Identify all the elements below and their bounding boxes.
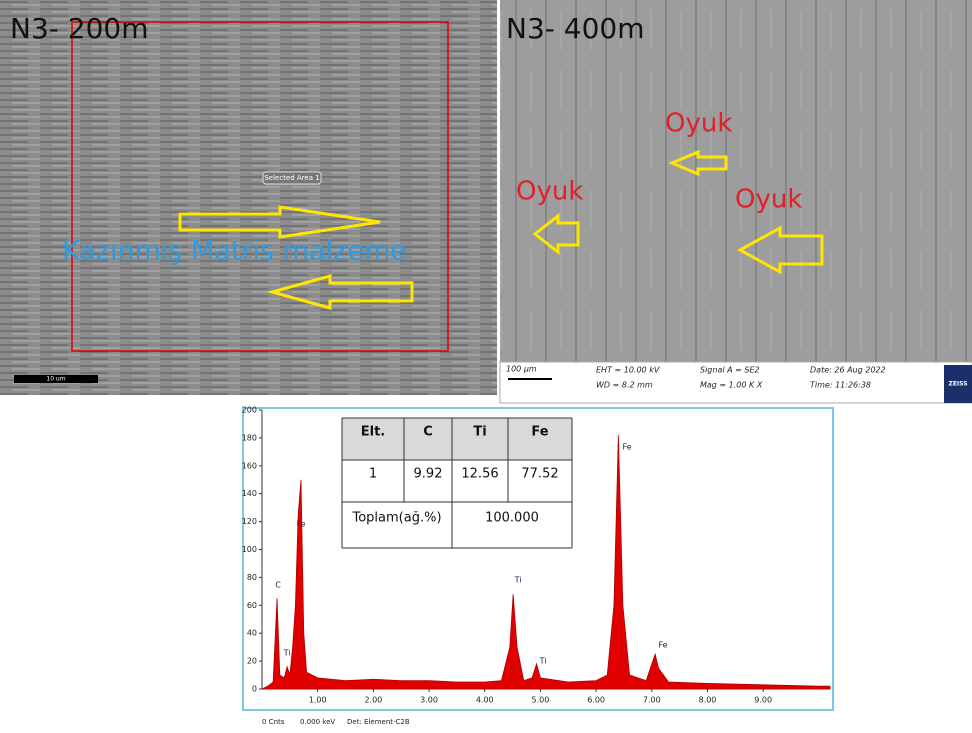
area-label: Selected Area 1 <box>264 174 319 182</box>
image-label: N3- 200m <box>10 12 148 45</box>
arrow <box>736 225 824 275</box>
peak-label: Ti <box>514 576 522 585</box>
image-label: N3- 400m <box>506 12 644 45</box>
peak-label: Fe <box>622 443 631 452</box>
footer-text: 0 Cnts <box>262 718 285 726</box>
sem-image <box>0 0 497 395</box>
x-tick-label: 4.00 <box>476 696 494 705</box>
header-cell: Fe <box>531 425 548 440</box>
y-tick-label: 200 <box>242 406 257 415</box>
info-text: Date: 26 Aug 2022 <box>810 366 886 375</box>
arrow <box>668 149 728 177</box>
logo <box>944 365 972 403</box>
area-label-box <box>262 171 322 185</box>
info-text: EHT = 10.00 kV <box>596 366 660 375</box>
annotation: Oyuk <box>516 177 583 207</box>
y-tick-label: 160 <box>242 461 257 470</box>
x-tick-label: 3.00 <box>420 696 438 705</box>
y-tick-label: 60 <box>247 601 257 610</box>
info-text: Signal A = SE2 <box>700 366 760 375</box>
table-bg <box>342 460 572 548</box>
annotation: Kazınmış Matris malzeme <box>62 236 407 267</box>
x-tick-label: 9.00 <box>754 696 772 705</box>
scale-label: 10 um <box>46 376 65 383</box>
x-tick-label: 6.00 <box>587 696 605 705</box>
scale-bar <box>14 375 98 383</box>
y-tick-label: 0 <box>252 685 257 694</box>
info-text: Time: 11:26:38 <box>810 381 871 390</box>
logo-text: ZEISS <box>948 381 967 388</box>
x-tick-label: 5.00 <box>532 696 550 705</box>
arrow <box>266 274 414 310</box>
y-tick-label: 140 <box>242 489 257 498</box>
annotation: Oyuk <box>735 185 802 215</box>
header-cell: C <box>423 425 433 440</box>
peak-label: Ti <box>283 649 291 658</box>
cell: 77.52 <box>521 467 558 482</box>
arrow <box>178 205 381 239</box>
cell: 9.92 <box>414 467 443 482</box>
cell: 12.56 <box>461 467 498 482</box>
x-tick-label: 7.00 <box>643 696 661 705</box>
info-text: Mag = 1.00 K X <box>700 381 763 390</box>
spectrum <box>261 435 831 690</box>
cell: 1 <box>369 467 377 482</box>
x-tick-label: 2.00 <box>364 696 382 705</box>
sem-image <box>500 0 972 362</box>
table: Elt. 1 C 9.92 Ti 12.56 Fe 77.52 Toplam(ağ.%) 100.… <box>341 417 573 549</box>
y-tick-label: 80 <box>247 573 257 582</box>
y-tick-label: 180 <box>242 433 257 442</box>
annotation: Oyuk <box>665 109 732 139</box>
y-tick-label: 20 <box>247 657 257 666</box>
info-text: 100 µm <box>506 365 537 374</box>
total-value: 100.000 <box>485 511 539 526</box>
header-cell: Ti <box>473 425 486 440</box>
x-tick-label: 1.00 <box>309 696 327 705</box>
total-label: Toplam(ağ.%) <box>351 511 441 526</box>
footer-text: 0.000 keV <box>300 718 335 726</box>
y-tick-label: 120 <box>242 517 257 526</box>
selected-area <box>71 21 449 352</box>
header-cell: Elt. <box>361 425 386 440</box>
peak-label: Ti <box>539 657 547 666</box>
x-tick-label: 8.00 <box>699 696 717 705</box>
chart: 0 20 40 60 80 100 120 140 160 180 200 1.00 2.00 3.00 4… <box>242 406 831 726</box>
info-text: WD = 8.2 mm <box>596 381 653 390</box>
y-tick-label: 100 <box>242 545 257 554</box>
header-bg <box>342 418 572 460</box>
peak-label: C <box>275 581 281 590</box>
info-bar <box>499 361 972 404</box>
peak-label: Fe <box>658 641 667 650</box>
y-tick-label: 40 <box>247 629 257 638</box>
peak-label: Fe <box>296 520 305 529</box>
arrow <box>532 212 580 256</box>
footer-text: Det: Element-C2B <box>347 718 410 726</box>
